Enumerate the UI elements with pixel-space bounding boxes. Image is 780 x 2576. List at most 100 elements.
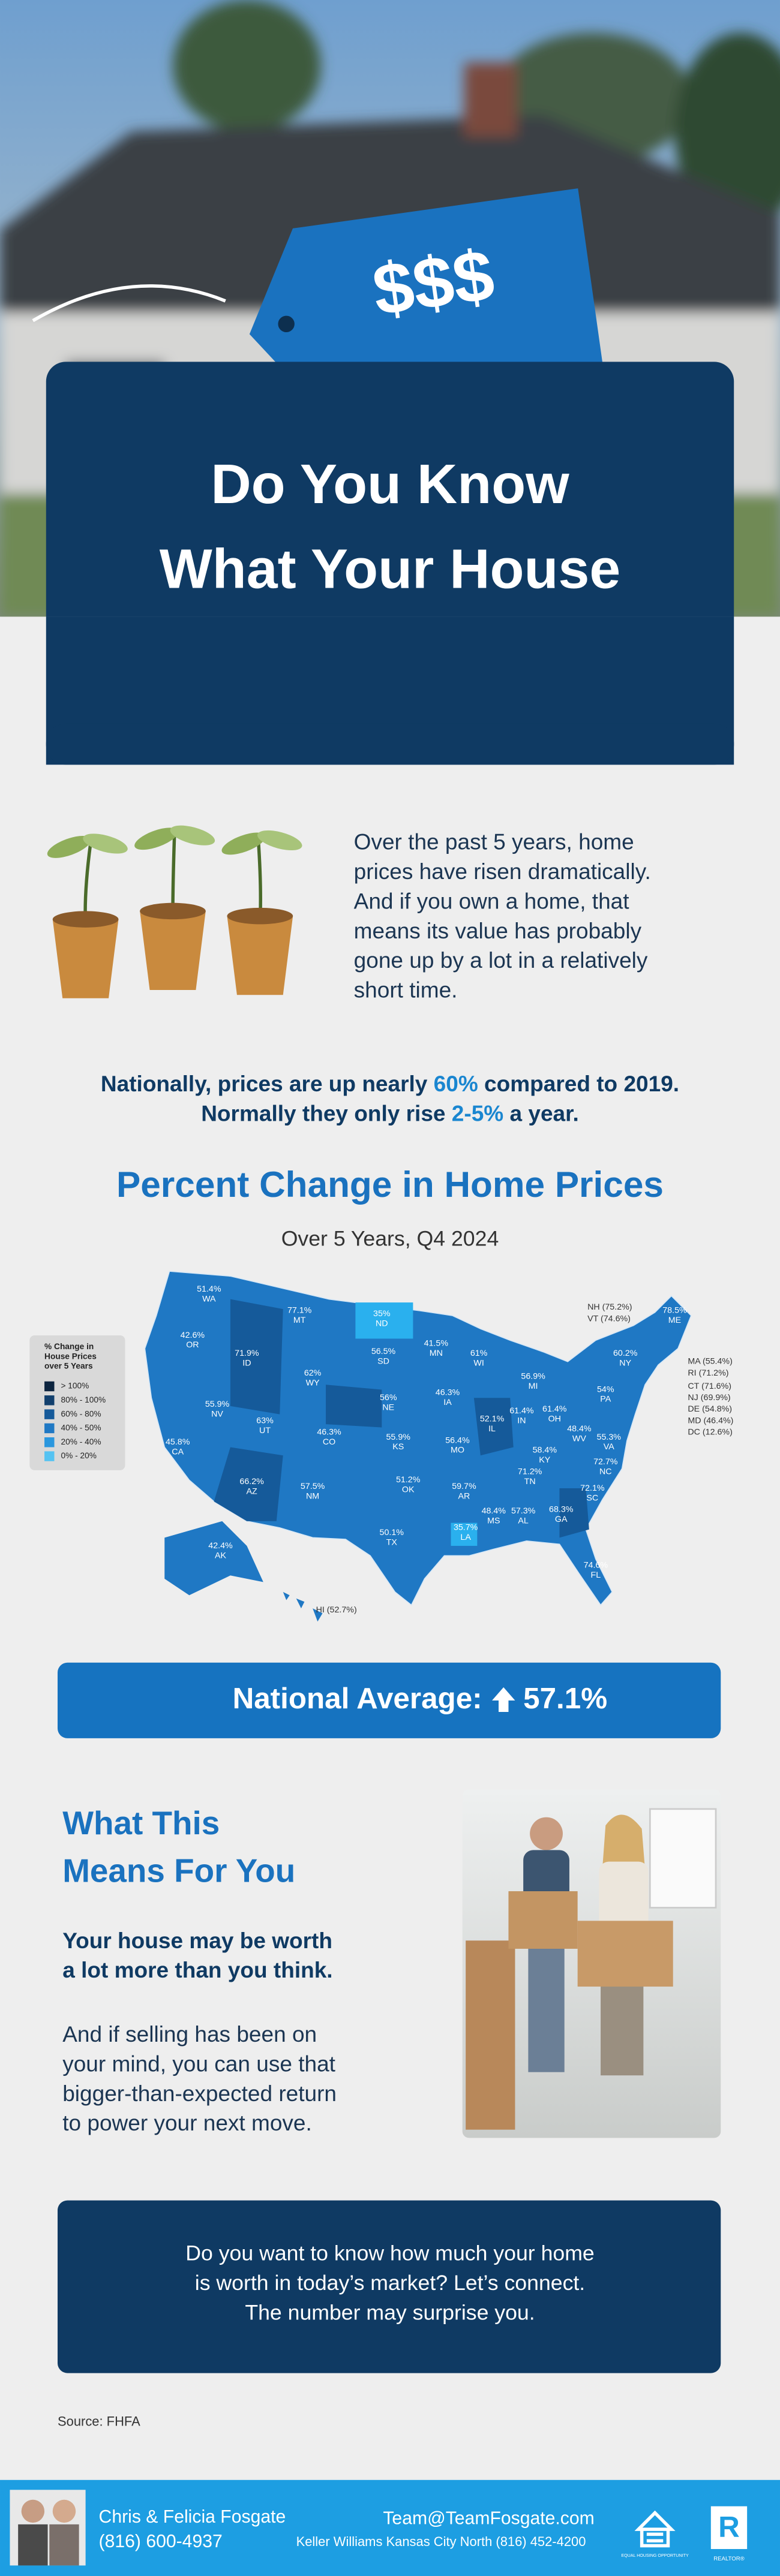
meaning-title: What This <box>62 1804 220 1841</box>
small-state-label: CT (71.6%) <box>688 1382 731 1391</box>
state-value: 35.7% <box>454 1523 478 1533</box>
tag-hole <box>278 315 295 333</box>
state-code: IA <box>443 1398 452 1407</box>
state-code: WI <box>473 1358 484 1368</box>
average-value: 57.1% <box>523 1682 607 1715</box>
state-code: NC <box>599 1467 612 1476</box>
state-value: 55.3% <box>597 1433 622 1442</box>
national-part: 2-5% <box>452 1100 503 1126</box>
state-code: NE <box>382 1403 394 1412</box>
state-value: 61% <box>470 1349 488 1358</box>
title-box-corner <box>46 723 734 765</box>
legend-swatch <box>44 1409 55 1419</box>
state-value: 59.7% <box>452 1482 476 1491</box>
state-code: OH <box>548 1415 561 1424</box>
state-value: 35% <box>373 1309 391 1319</box>
state-value: 68.3% <box>549 1504 574 1514</box>
national-part: a year. <box>503 1100 579 1126</box>
realtor-text: REALTOR® <box>713 2556 744 2562</box>
small-state-label: NH (75.2%) <box>587 1302 632 1312</box>
state-value: 42.6% <box>181 1331 205 1340</box>
state-value: 74.6% <box>584 1561 608 1570</box>
leaf <box>134 827 178 850</box>
legend-label: 40% - 50% <box>61 1424 101 1433</box>
state-value: 61.4% <box>542 1404 567 1414</box>
legend-label: > 100% <box>61 1382 89 1391</box>
small-state-label: MA (55.4%) <box>688 1357 732 1367</box>
legend-label: 20% - 40% <box>61 1437 101 1446</box>
state-code: IL <box>488 1424 496 1434</box>
state-value: 55.9% <box>386 1433 411 1442</box>
small-state-label: MD (46.4%) <box>688 1416 733 1425</box>
legend-label: 80% - 100% <box>61 1395 106 1404</box>
intro-line: prices have risen dramatically. <box>354 859 651 884</box>
cta-line: The number may surprise you. <box>245 2300 535 2324</box>
tag-text: $$$ <box>368 234 499 331</box>
state-value: 72.1% <box>580 1483 605 1493</box>
state-code: ND <box>376 1319 388 1329</box>
state-code: SC <box>586 1493 598 1503</box>
leaf <box>47 836 91 858</box>
state-code: PA <box>600 1395 611 1404</box>
equal-housing-logo <box>634 2510 676 2548</box>
legend-title: House Prices <box>44 1352 97 1361</box>
title-line: What Your House <box>160 537 620 600</box>
tag-shape <box>249 188 604 408</box>
state-value: 71.2% <box>518 1467 542 1476</box>
svg-text:R: R <box>718 2511 740 2544</box>
state-value: 56.5% <box>371 1347 396 1356</box>
couple-photo <box>462 1789 721 2138</box>
meaning-text: your mind, you can use that <box>62 2051 335 2076</box>
plants <box>47 825 302 998</box>
footer: Chris & Felicia Fosgate (816) 600-4937 Tea… <box>99 2507 745 2562</box>
state-code: AL <box>518 1516 529 1526</box>
average-label: National Average: <box>233 1682 482 1715</box>
meaning-title: Means For You <box>62 1852 295 1889</box>
state-value: 78.5% <box>662 1306 687 1316</box>
intro-line: And if you own a home, that <box>354 888 630 913</box>
cta-line: Do you want to know how much your home <box>185 2241 594 2265</box>
map: Percent Change in Home Prices Over 5 Year… <box>29 1164 733 1622</box>
state-code: AK <box>215 1551 227 1560</box>
state-code: CO <box>323 1437 335 1447</box>
small-state-label: RI (71.2%) <box>688 1368 728 1378</box>
national-part: compared to 2019. <box>478 1071 679 1096</box>
pot-rim <box>227 907 293 925</box>
pot <box>227 916 293 995</box>
alaska <box>164 1521 263 1596</box>
state-value: 60.2% <box>613 1349 638 1358</box>
hawaii <box>283 1591 323 1622</box>
state-code: AR <box>458 1492 470 1501</box>
realtor-logo: R <box>710 2506 748 2550</box>
state-code: MI <box>529 1382 538 1391</box>
state-code: KS <box>392 1442 404 1452</box>
state-code: SD <box>377 1357 389 1367</box>
state-code: VA <box>604 1442 614 1452</box>
legend-swatch <box>44 1437 55 1448</box>
state-code: KY <box>539 1455 551 1465</box>
state-value: 57.3% <box>511 1506 536 1516</box>
state-value: 63% <box>256 1416 274 1425</box>
state-value: 50.1% <box>380 1528 404 1537</box>
cta: Do you want to know how much your home is… <box>58 2241 595 2429</box>
title-line: Do You Know <box>211 453 569 515</box>
legend-swatch <box>44 1451 55 1461</box>
small-state-label: NJ (69.9%) <box>688 1393 730 1403</box>
cta-line: is worth in today’s market? Let’s connec… <box>195 2271 585 2295</box>
cta-box <box>57 2200 721 2373</box>
small-state-label: VT (74.6%) <box>587 1314 631 1323</box>
email: Team@TeamFosgate.com <box>383 2509 594 2529</box>
state-code: ME <box>668 1316 681 1325</box>
state-code: MT <box>293 1316 306 1325</box>
meaning-text: to power your next move. <box>62 2110 312 2135</box>
state-value: 46.3% <box>317 1428 341 1437</box>
pot-rim <box>140 902 206 920</box>
state-value: 51.2% <box>396 1475 421 1485</box>
meaning-lead: a lot more than you think. <box>62 1957 332 1982</box>
state-code: LA <box>460 1533 471 1542</box>
state-code: AZ <box>247 1486 258 1496</box>
leaf <box>170 825 215 845</box>
intro-line: means its value has probably <box>354 918 642 943</box>
state-value: 61.4% <box>509 1406 534 1416</box>
nd-fill <box>355 1302 413 1339</box>
